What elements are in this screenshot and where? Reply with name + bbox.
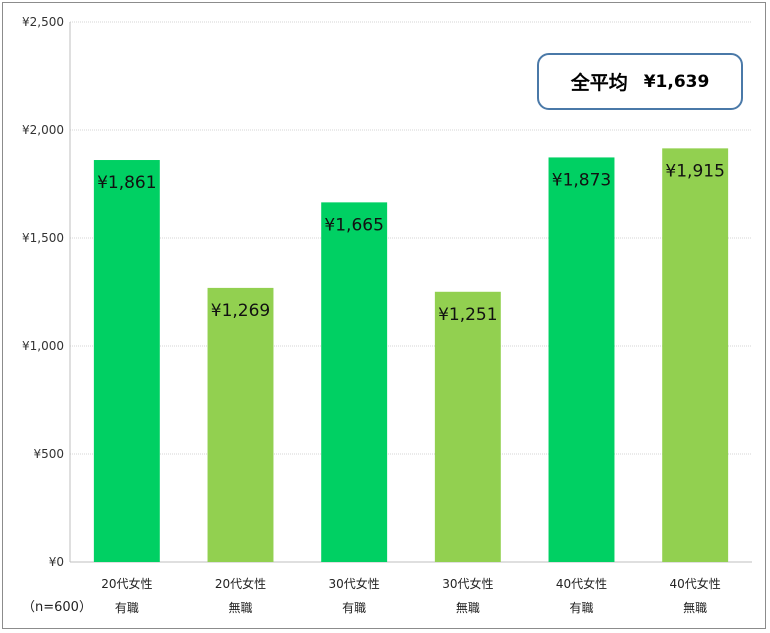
gridlines (69, 21, 752, 563)
y-tick-label: ¥1,000 (22, 339, 64, 353)
x-tick-label: 無職 (683, 600, 707, 615)
x-tick-label: 20代女性 (101, 576, 152, 591)
sample-size-note: （n=600） (22, 600, 92, 615)
x-tick-label: 40代女性 (670, 576, 721, 591)
bar (434, 291, 501, 562)
y-axis-ticks: ¥0 ¥500 ¥1,000 ¥1,500 ¥2,000 ¥2,500 (22, 15, 64, 569)
average-value: ¥1,639 (643, 71, 710, 92)
bar (207, 287, 274, 562)
data-label: ¥1,861 (97, 173, 156, 193)
y-tick-label: ¥0 (49, 555, 64, 569)
bars (93, 148, 729, 563)
data-label: ¥1,251 (438, 305, 497, 325)
bar (93, 160, 160, 563)
data-label: ¥1,873 (552, 170, 611, 190)
bar (662, 148, 729, 563)
x-tick-label: 有職 (342, 601, 366, 615)
y-tick-label: ¥500 (33, 447, 64, 461)
x-tick-label: 30代女性 (329, 576, 380, 591)
y-tick-label: ¥2,500 (22, 15, 64, 29)
overall-average-box: 全平均 ¥1,639 (537, 53, 743, 110)
x-tick-label: 無職 (456, 600, 480, 615)
x-tick-label: 有職 (115, 601, 139, 615)
data-labels: ¥1,861 ¥1,269 ¥1,665 ¥1,251 ¥1,873 ¥1,915 (97, 161, 725, 324)
data-label: ¥1,269 (211, 301, 270, 321)
data-label: ¥1,665 (324, 215, 383, 235)
x-tick-label: 無職 (228, 600, 252, 615)
x-tick-label: 有職 (569, 601, 593, 615)
x-tick-label: 20代女性 (215, 576, 266, 591)
y-tick-label: ¥1,500 (22, 231, 64, 245)
y-tick-label: ¥2,000 (22, 123, 64, 137)
bar (321, 202, 388, 563)
bar (548, 157, 615, 562)
x-tick-label: 30代女性 (442, 576, 493, 591)
average-title: 全平均 (570, 72, 628, 94)
data-label: ¥1,915 (665, 161, 724, 181)
x-tick-label: 40代女性 (556, 576, 607, 591)
